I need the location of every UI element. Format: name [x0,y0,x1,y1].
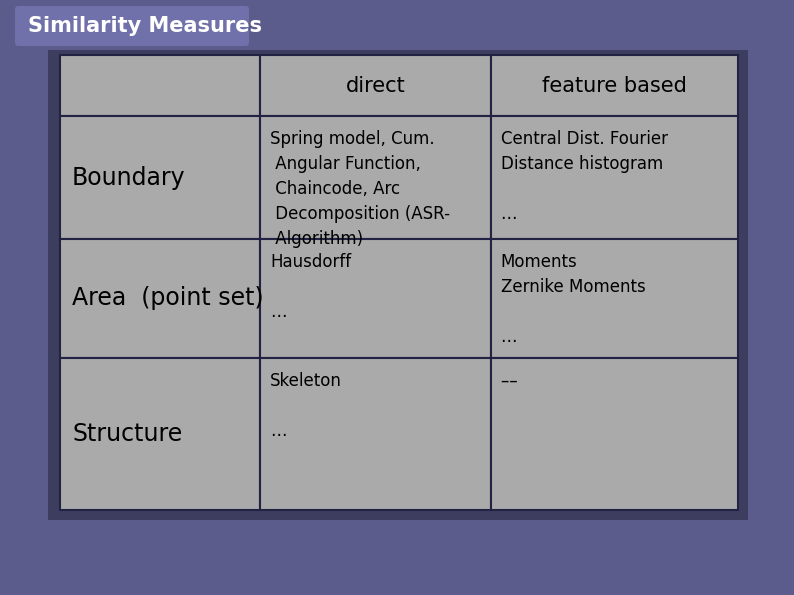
Text: Area  (point set): Area (point set) [72,286,264,311]
Bar [260,55,491,117]
Bar [48,50,748,520]
Text: Hausdorff

…: Hausdorff … [270,253,351,321]
Bar [491,358,738,510]
Text: Spring model, Cum.
 Angular Function,
 Chaincode, Arc
 Decomposition (ASR-
 Algo: Spring model, Cum. Angular Function, Cha… [270,130,450,249]
Bar [60,55,260,117]
Text: ––: –– [500,371,522,390]
Text: Similarity Measures: Similarity Measures [28,16,262,36]
Text: direct: direct [345,76,405,96]
Bar [491,117,738,239]
Bar [260,117,491,239]
Bar [260,358,491,510]
Text: Central Dist. Fourier
Distance histogram

…: Central Dist. Fourier Distance histogram… [500,130,668,224]
Text: Boundary: Boundary [72,166,186,190]
Bar [60,117,260,239]
Bar [491,55,738,117]
Text: Moments
Zernike Moments

…: Moments Zernike Moments … [500,253,646,346]
Bar [491,239,738,358]
Text: Skeleton

…: Skeleton … [270,371,342,440]
FancyBboxPatch shape [15,6,249,46]
Text: Structure: Structure [72,422,183,446]
Bar [60,239,260,358]
Bar [260,239,491,358]
Text: feature based: feature based [542,76,687,96]
Bar [60,358,260,510]
